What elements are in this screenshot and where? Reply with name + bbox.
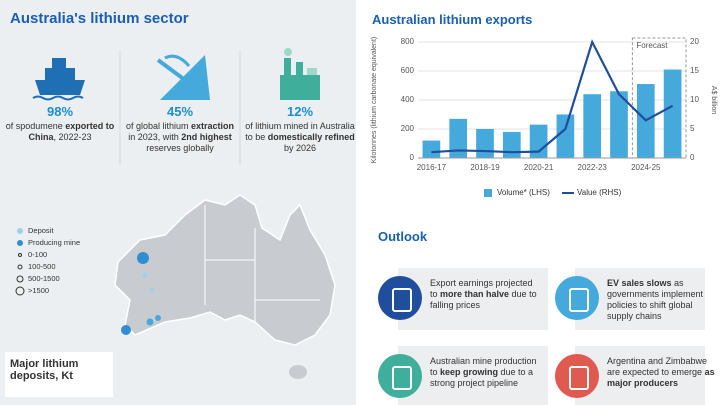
text-part: of spodumene xyxy=(5,121,66,131)
x-tick-label: 2018-19 xyxy=(470,163,500,172)
x-tick-label: 2022-23 xyxy=(578,163,608,172)
y-tick-label: 0 xyxy=(410,153,415,162)
legend-swatch xyxy=(484,189,492,197)
legend-label: >1500 xyxy=(28,286,49,295)
australia-map xyxy=(114,194,336,346)
stat-value: 45% xyxy=(166,104,194,119)
bar xyxy=(663,69,682,158)
y2-tick-label: 20 xyxy=(690,37,699,46)
legend-label: Volume* (LHS) xyxy=(497,188,550,197)
text-part: due to a strong project pipeline xyxy=(430,367,534,388)
factory-icon xyxy=(280,48,320,100)
text-part: , 2022-23 xyxy=(53,132,92,142)
bar xyxy=(529,124,548,158)
icon-glyph xyxy=(392,288,412,312)
bar xyxy=(422,140,441,158)
map-label-box xyxy=(5,352,113,397)
stat-description: of lithium mined in Australia to be dome… xyxy=(245,121,355,154)
text-part: exported to China xyxy=(28,121,115,142)
icon-glyph xyxy=(392,366,412,390)
outlook-icon xyxy=(378,354,422,398)
icon-glyph xyxy=(569,366,589,390)
annotation: Forecast xyxy=(636,41,668,50)
outlook-title: Outlook xyxy=(378,229,428,244)
bar xyxy=(476,129,494,158)
bar xyxy=(556,114,575,158)
outlook-text: EV sales slows as governments implement … xyxy=(607,278,717,322)
text-part: keep growing xyxy=(440,367,499,377)
y-tick-label: 800 xyxy=(401,37,415,46)
legend-label: Deposit xyxy=(28,226,54,235)
mining-icon xyxy=(156,54,210,100)
text-part: more than halve xyxy=(440,289,510,299)
left-graphics: Deposit Producing mine 0-100 100-500 500-150… xyxy=(15,48,336,379)
text-part: reserves globally xyxy=(146,143,214,153)
y-tick-label: 600 xyxy=(401,66,415,75)
icon-glyph xyxy=(569,288,589,312)
stat-value: 12% xyxy=(286,104,314,119)
y2-tick-label: 10 xyxy=(690,95,699,104)
bar xyxy=(449,118,468,158)
legend-deposit xyxy=(17,228,23,234)
state-borders xyxy=(204,205,320,322)
ship-icon xyxy=(32,58,85,101)
text-part: by 2026 xyxy=(283,143,317,153)
bar xyxy=(583,94,602,158)
text-part: due to falling prices xyxy=(430,289,537,310)
legend-label: 0-100 xyxy=(28,250,47,259)
x-tick-label: 2020-21 xyxy=(524,163,554,172)
stat-value: 98% xyxy=(46,104,74,119)
x-tick-label: 2024-25 xyxy=(631,163,661,172)
legend-label: Value (RHS) xyxy=(577,188,622,197)
bar xyxy=(502,131,521,158)
text-part: EV sales slows xyxy=(607,278,672,288)
y2-tick-label: 0 xyxy=(690,153,695,162)
x-tick-label: 2016-17 xyxy=(417,163,447,172)
tasmania xyxy=(289,365,307,379)
y2-axis-label: A$ billion xyxy=(710,86,717,115)
y-axis-label: Kilotonnes (lithium carbonate equivalent… xyxy=(371,37,378,163)
map-label: Major lithium deposits, Kt xyxy=(10,358,79,382)
outlook-text: Australian mine production to keep growi… xyxy=(430,356,540,389)
outlook-card xyxy=(398,346,548,405)
y2-tick-label: 15 xyxy=(690,66,699,75)
stat-description: of global lithium extraction in 2023, wi… xyxy=(125,121,235,154)
outlook-text: Argentina and Zimbabwe are expected to e… xyxy=(607,356,717,389)
line xyxy=(431,39,674,154)
legend-label: 500-1500 xyxy=(28,274,60,283)
outlook-icon xyxy=(555,354,599,398)
legend-size xyxy=(16,275,24,283)
text-part: domestically refined xyxy=(267,132,355,142)
legend-size xyxy=(18,253,22,257)
text-part: extraction xyxy=(191,121,235,131)
map-dots xyxy=(121,252,161,335)
outlook-text: Export earnings projected to more than h… xyxy=(430,278,540,311)
chart-title: Australian lithium exports xyxy=(372,12,533,27)
y2-tick-label: 5 xyxy=(690,124,695,133)
text-part: of lithium mined in Australia to be xyxy=(245,121,355,142)
y-tick-label: 200 xyxy=(401,124,415,133)
left-title: Australia's lithium sector xyxy=(10,10,189,27)
text-part: as governments implement policies to shi… xyxy=(607,278,704,321)
y-tick-label: 400 xyxy=(401,95,415,104)
text-part: Australian mine production to xyxy=(430,356,537,377)
outlook-icon xyxy=(555,276,599,320)
bar xyxy=(610,91,628,158)
text-part: as major producers xyxy=(607,367,715,388)
text-part: Export earnings projected to xyxy=(430,278,533,299)
legend-label: 100-500 xyxy=(28,262,56,271)
legend-size xyxy=(17,264,23,270)
outlook-icon xyxy=(378,276,422,320)
text-part: Argentina and Zimbabwe are expected to e… xyxy=(607,356,708,377)
text-part: 2nd highest xyxy=(181,132,232,142)
text-part: of global lithium xyxy=(125,121,192,131)
legend-label: Producing mine xyxy=(28,238,80,247)
stat-description: of spodumene exported to China, 2022-23 xyxy=(5,121,115,143)
text-part: in 2023, with xyxy=(128,132,182,142)
legend-mine xyxy=(17,240,23,246)
legend-size xyxy=(15,286,25,296)
chart: 0 200 400 600 800 0 5 10 15 20 Kilotonnes (lithium… xyxy=(371,37,717,197)
outlook-card xyxy=(398,268,548,330)
